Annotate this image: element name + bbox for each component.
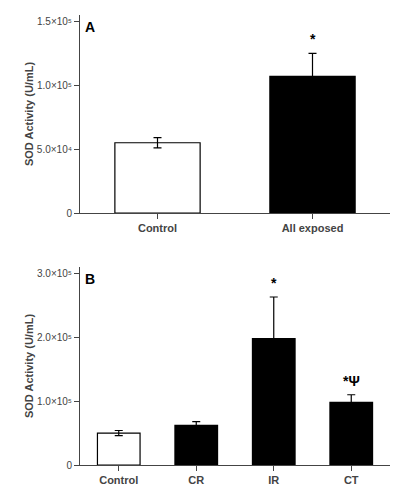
svg-text:IR: IR <box>268 474 279 486</box>
svg-text:Control: Control <box>138 222 177 234</box>
svg-text:All exposed: All exposed <box>282 222 344 234</box>
svg-text:0: 0 <box>66 208 72 219</box>
svg-text:3.0×10⁵: 3.0×10⁵ <box>37 268 72 279</box>
svg-text:B: B <box>85 271 95 287</box>
svg-text:SOD Activity (U/mL): SOD Activity (U/mL) <box>23 62 35 166</box>
svg-text:CR: CR <box>188 474 204 486</box>
svg-text:*: * <box>310 31 316 47</box>
svg-text:2.0×10⁵: 2.0×10⁵ <box>37 332 72 343</box>
svg-text:5.0×10⁴: 5.0×10⁴ <box>37 144 72 155</box>
svg-text:CT: CT <box>344 474 359 486</box>
svg-text:1.5×10⁵: 1.5×10⁵ <box>37 16 72 27</box>
svg-text:1.0×10⁵: 1.0×10⁵ <box>37 80 72 91</box>
svg-text:A: A <box>85 19 95 35</box>
svg-text:*Ψ: *Ψ <box>343 373 360 389</box>
svg-text:*: * <box>271 275 277 291</box>
svg-text:SOD Activity (U/mL): SOD Activity (U/mL) <box>23 314 35 418</box>
svg-text:1.0×10⁵: 1.0×10⁵ <box>37 396 72 407</box>
svg-text:Control: Control <box>99 474 138 486</box>
svg-text:0: 0 <box>66 460 72 471</box>
